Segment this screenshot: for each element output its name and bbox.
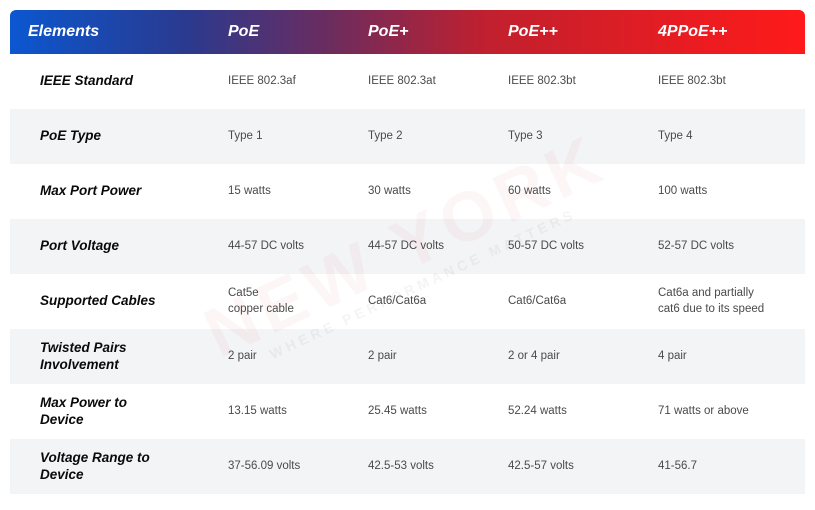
cell: 37-56.09 volts xyxy=(210,459,350,475)
cell: Type 1 xyxy=(210,129,350,145)
cell: Cat6/Cat6a xyxy=(490,294,640,310)
cell: 44-57 DC volts xyxy=(210,239,350,255)
cell: 100 watts xyxy=(640,184,805,200)
row-label: Twisted PairsInvolvement xyxy=(10,340,210,374)
row-label: IEEE Standard xyxy=(10,73,210,90)
header-poe-plus: PoE+ xyxy=(350,23,490,41)
row-label: Port Voltage xyxy=(10,238,210,255)
cell: Cat6a and partiallycat6 due to its speed xyxy=(640,286,805,317)
table-row: Supported Cables Cat5ecopper cable Cat6/… xyxy=(10,274,805,329)
cell: Type 2 xyxy=(350,129,490,145)
cell: 25.45 watts xyxy=(350,404,490,420)
cell: 41-56.7 xyxy=(640,459,805,475)
table-row: Port Voltage 44-57 DC volts 44-57 DC vol… xyxy=(10,219,805,274)
table-row: Max Power toDevice 13.15 watts 25.45 wat… xyxy=(10,384,805,439)
cell: IEEE 802.3bt xyxy=(640,74,805,90)
cell: IEEE 802.3bt xyxy=(490,74,640,90)
header-elements: Elements xyxy=(10,23,210,41)
cell: 15 watts xyxy=(210,184,350,200)
cell: 60 watts xyxy=(490,184,640,200)
cell: 4 pair xyxy=(640,349,805,365)
cell: 44-57 DC volts xyxy=(350,239,490,255)
cell: 42.5-53 volts xyxy=(350,459,490,475)
row-label: Max Power toDevice xyxy=(10,395,210,429)
row-label: Max Port Power xyxy=(10,183,210,200)
row-label: Voltage Range toDevice xyxy=(10,450,210,484)
table-row: PoE Type Type 1 Type 2 Type 3 Type 4 xyxy=(10,109,805,164)
table-row: Voltage Range toDevice 37-56.09 volts 42… xyxy=(10,439,805,494)
table-row: Max Port Power 15 watts 30 watts 60 watt… xyxy=(10,164,805,219)
cell: 30 watts xyxy=(350,184,490,200)
cell: IEEE 802.3at xyxy=(350,74,490,90)
cell: Cat5ecopper cable xyxy=(210,286,350,317)
header-4ppoe-plusplus: 4PPoE++ xyxy=(640,23,805,41)
cell: Type 3 xyxy=(490,129,640,145)
header-poe: PoE xyxy=(210,23,350,41)
table-header-row: Elements PoE PoE+ PoE++ 4PPoE++ xyxy=(10,10,805,54)
cell: 52-57 DC volts xyxy=(640,239,805,255)
row-label: PoE Type xyxy=(10,128,210,145)
row-label: Supported Cables xyxy=(10,293,210,310)
cell: 52.24 watts xyxy=(490,404,640,420)
cell: 2 pair xyxy=(210,349,350,365)
cell: Cat6/Cat6a xyxy=(350,294,490,310)
cell: 2 or 4 pair xyxy=(490,349,640,365)
cell: 71 watts or above xyxy=(640,404,805,420)
cell: IEEE 802.3af xyxy=(210,74,350,90)
comparison-table: NEW YORK WHERE PERFORMANCE MATTERS Eleme… xyxy=(10,10,805,494)
cell: 2 pair xyxy=(350,349,490,365)
cell: 42.5-57 volts xyxy=(490,459,640,475)
header-poe-plusplus: PoE++ xyxy=(490,23,640,41)
cell: 50-57 DC volts xyxy=(490,239,640,255)
cell: 13.15 watts xyxy=(210,404,350,420)
table-row: IEEE Standard IEEE 802.3af IEEE 802.3at … xyxy=(10,54,805,109)
cell: Type 4 xyxy=(640,129,805,145)
table-row: Twisted PairsInvolvement 2 pair 2 pair 2… xyxy=(10,329,805,384)
